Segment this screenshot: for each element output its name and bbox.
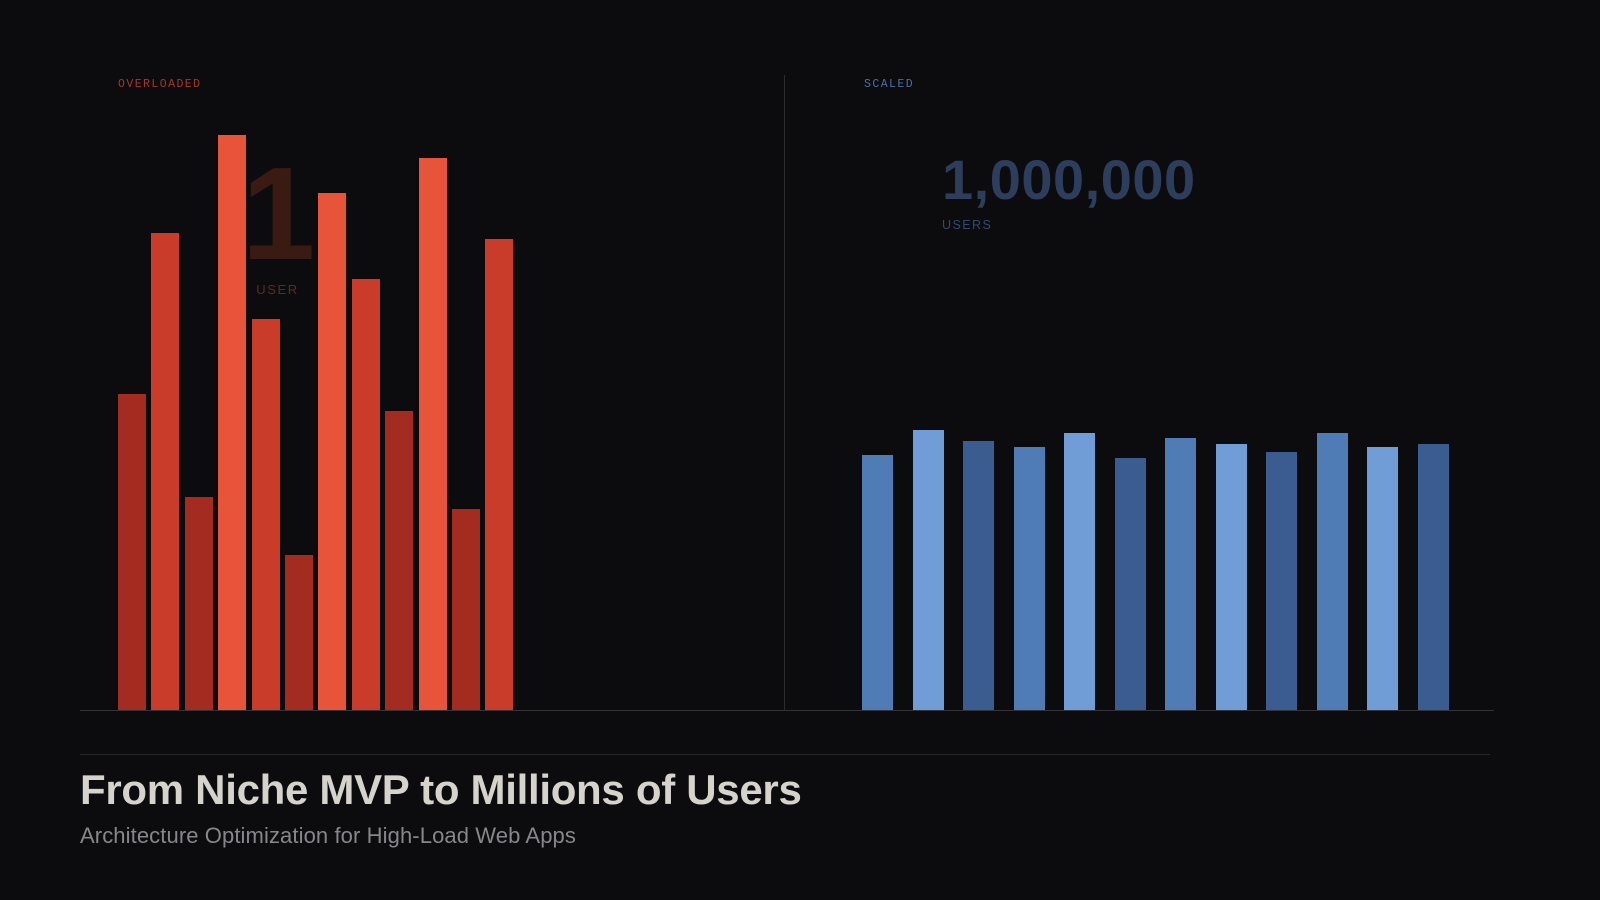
overloaded-panel: OVERLOADED 1 USER bbox=[0, 0, 784, 740]
bar bbox=[1367, 446, 1398, 710]
bar bbox=[452, 508, 480, 710]
bar bbox=[418, 158, 447, 710]
bar bbox=[118, 393, 146, 710]
footer-divider bbox=[80, 754, 1490, 755]
bar bbox=[184, 497, 213, 710]
bar bbox=[151, 232, 180, 710]
scaled-stat-unit: USERS bbox=[942, 218, 993, 232]
bar bbox=[1165, 438, 1196, 710]
scaled-stat-number: 1,000,000 bbox=[942, 148, 1196, 211]
footer-block: From Niche MVP to Millions of Users Arch… bbox=[80, 766, 1530, 849]
bar bbox=[912, 430, 944, 710]
overloaded-panel-label: OVERLOADED bbox=[118, 78, 202, 91]
bar bbox=[251, 319, 280, 710]
bar bbox=[351, 278, 380, 710]
scaled-chart-baseline bbox=[784, 710, 1494, 711]
overloaded-bar-chart bbox=[0, 0, 784, 711]
bar bbox=[862, 455, 893, 710]
bar bbox=[485, 238, 514, 710]
slide-subtitle: Architecture Optimization for High-Load … bbox=[80, 823, 576, 849]
bar bbox=[218, 135, 247, 710]
bar bbox=[318, 192, 347, 710]
slide-title: From Niche MVP to Millions of Users bbox=[80, 766, 802, 813]
bar bbox=[963, 441, 994, 710]
overloaded-chart-baseline bbox=[80, 710, 784, 711]
scaled-panel-label: SCALED bbox=[864, 78, 915, 91]
bar bbox=[385, 411, 414, 710]
bar bbox=[1013, 446, 1045, 710]
bar bbox=[1417, 444, 1449, 710]
scaled-panel: SCALED 1,000,000 USERS bbox=[784, 0, 1600, 740]
panel-divider bbox=[784, 75, 785, 711]
bar bbox=[1114, 458, 1146, 710]
bar bbox=[285, 554, 313, 710]
bar bbox=[1266, 452, 1297, 710]
scaled-bar-chart bbox=[784, 0, 1600, 711]
bar bbox=[1215, 444, 1247, 710]
scaled-stat-block: 1,000,000 USERS bbox=[942, 148, 1196, 233]
bar bbox=[1064, 432, 1095, 710]
bar bbox=[1316, 432, 1348, 710]
